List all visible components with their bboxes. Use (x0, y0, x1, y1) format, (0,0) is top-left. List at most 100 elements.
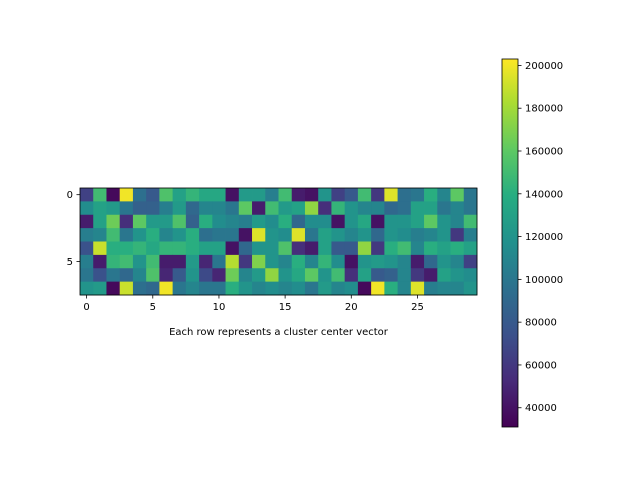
heatmap-cell (450, 201, 465, 216)
heatmap-cell (304, 268, 319, 283)
heatmap-cell (212, 241, 226, 256)
colorbar-tick-label: 60000 (525, 360, 557, 371)
heatmap-cell (291, 281, 306, 296)
colorbar-tick-label: 120000 (525, 232, 563, 243)
colorbar-frame (501, 58, 519, 428)
heatmap-cell (265, 188, 279, 202)
heatmap-cell (159, 201, 174, 216)
heatmap-cell (199, 214, 213, 229)
heatmap-cell (172, 241, 187, 256)
colorbar-tick-label: 180000 (525, 104, 563, 115)
heatmap-cell (238, 201, 253, 216)
heatmap-cell (146, 188, 160, 202)
heatmap-cell (344, 201, 359, 216)
x-tick-label: 15 (279, 302, 292, 313)
heatmap-cell (212, 281, 226, 296)
heatmap-cell (132, 214, 147, 229)
heatmap-cell (172, 228, 187, 242)
heatmap-cell (185, 254, 200, 269)
heatmap-cell (185, 241, 200, 256)
heatmap-cell (410, 214, 425, 229)
heatmap-cell (132, 201, 147, 216)
colorbar-tick-label: 140000 (525, 189, 563, 200)
heatmap-cell (344, 188, 359, 202)
heatmap-cell (437, 214, 451, 229)
heatmap-cell (199, 241, 213, 256)
heatmap-cell (172, 281, 187, 296)
heatmap-cell (437, 281, 451, 296)
heatmap-cell (212, 268, 226, 283)
heatmap-cell (450, 214, 465, 229)
heatmap-cell (159, 188, 174, 202)
heatmap-cell (199, 254, 213, 269)
colorbar-tick-label: 100000 (525, 275, 563, 286)
heatmap-cell (93, 254, 107, 269)
heatmap-cell (185, 214, 200, 229)
heatmap-cell (397, 228, 412, 242)
heatmap-cell (265, 241, 279, 256)
heatmap-cell (424, 188, 438, 202)
heatmap-cell (318, 254, 332, 269)
heatmap-cell (252, 228, 266, 242)
heatmap-cell (199, 281, 213, 296)
heatmap-cell (318, 268, 332, 283)
heatmap-cell (106, 268, 121, 283)
y-axis: 05 (67, 190, 80, 268)
heatmap-cell (172, 188, 187, 202)
heatmap-cell (225, 254, 240, 269)
heatmap-cell (80, 254, 94, 269)
heatmap-cell (93, 214, 107, 229)
heatmap-cell (344, 268, 359, 283)
heatmap-cell (304, 188, 319, 202)
colorbar-tick-label: 160000 (525, 147, 563, 158)
heatmap-cell (185, 268, 200, 283)
heatmap-cell (119, 201, 134, 216)
heatmap-cell (252, 188, 266, 202)
heatmap-cell (93, 241, 107, 256)
heatmap-cell (265, 268, 279, 283)
heatmap-cell (106, 228, 121, 242)
heatmap-cell (80, 214, 94, 229)
heatmap-cell (357, 201, 372, 216)
heatmap-cell (371, 241, 385, 256)
heatmap-cell (106, 254, 121, 269)
colorbar-ticks: 40000 60000 80000 100000 120000 140000 160000 1… (518, 61, 563, 414)
heatmap-cell (278, 214, 293, 229)
x-axis-label: Each row represents a cluster center vec… (169, 327, 389, 338)
heatmap-cell (450, 188, 465, 202)
heatmap-cell (238, 228, 253, 242)
heatmap-cell (119, 281, 134, 296)
heatmap-cell (225, 241, 240, 256)
heatmap-cell (357, 281, 372, 296)
heatmap-cell (331, 201, 346, 216)
heatmap-cell (93, 268, 107, 283)
heatmap-cell (212, 254, 226, 269)
heatmap-cell (146, 268, 160, 283)
heatmap-cell (397, 254, 412, 269)
heatmap-cell (265, 214, 279, 229)
heatmap-cell (318, 214, 332, 229)
heatmap-cell (424, 281, 438, 296)
heatmap-cell (450, 228, 465, 242)
heatmap-cell (424, 241, 438, 256)
heatmap-cell (238, 281, 253, 296)
x-tick-label: 25 (411, 302, 424, 313)
heatmap-cell (119, 241, 134, 256)
heatmap-cell (437, 241, 451, 256)
heatmap-cell (132, 254, 147, 269)
heatmap-cell (132, 228, 147, 242)
heatmap-cell (252, 214, 266, 229)
heatmap-cell (265, 254, 279, 269)
heatmap-cell (291, 228, 306, 242)
heatmap-cell (159, 214, 174, 229)
heatmap-cell (93, 188, 107, 202)
heatmap-cell (344, 281, 359, 296)
heatmap-cell (384, 201, 398, 216)
heatmap-cell (212, 188, 226, 202)
heatmap-cell (119, 188, 134, 202)
heatmap-cell (252, 254, 266, 269)
x-axis: 0 5 10 15 20 25 (83, 295, 424, 313)
heatmap-cell (437, 254, 451, 269)
heatmap-cell (119, 228, 134, 242)
heatmap-cell (199, 228, 213, 242)
